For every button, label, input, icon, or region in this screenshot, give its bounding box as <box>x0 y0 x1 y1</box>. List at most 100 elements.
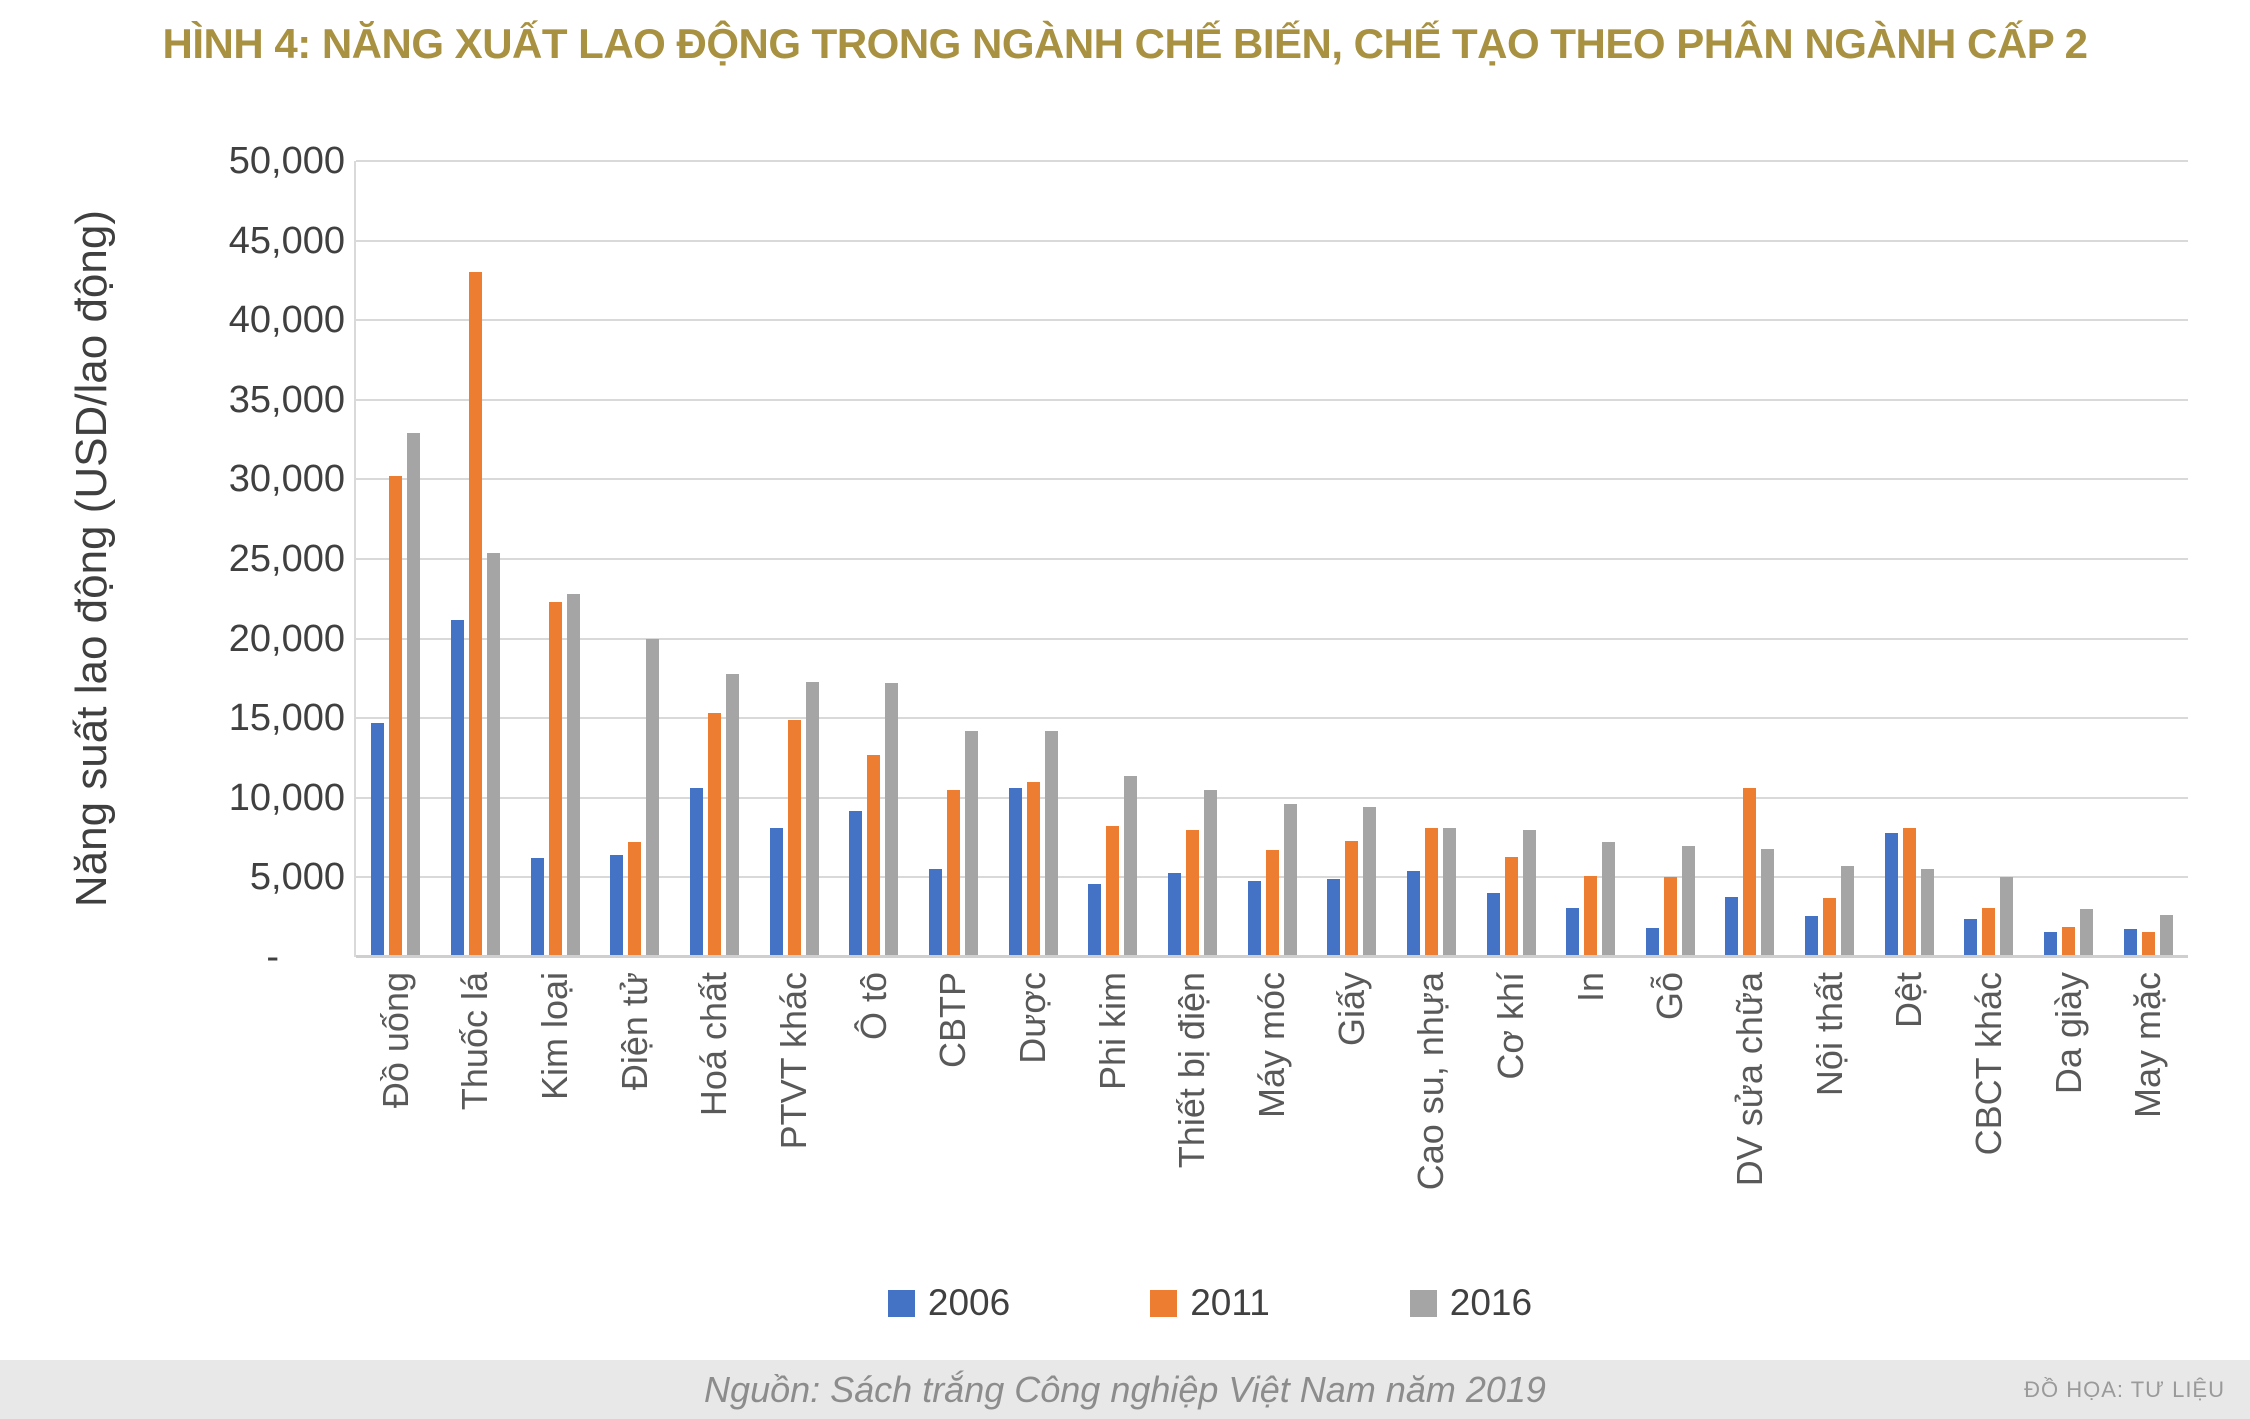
legend-swatch-2016 <box>1409 1289 1437 1317</box>
bar-2016-Kim loại <box>566 594 580 957</box>
bar-2011-Hoá chất <box>707 713 721 957</box>
bar-2016-Thuốc lá <box>486 552 500 957</box>
bar-group-14 <box>1392 161 1472 957</box>
y-axis-line <box>354 161 356 957</box>
bar-2006-Hoá chất <box>689 788 703 957</box>
x-label-cell-17: Gỗ <box>1631 972 1711 1282</box>
bar-group-4 <box>595 161 675 957</box>
y-tick-label-20000: 20,000 <box>228 617 345 660</box>
bar-2016-Cao su, nhựa <box>1442 828 1456 957</box>
y-tick-label-30000: 30,000 <box>228 458 345 501</box>
x-category-label: CBCT khác <box>1967 972 2009 1156</box>
bar-2016-Cơ khí <box>1522 829 1536 957</box>
bar-2006-DV sửa chữa <box>1725 896 1739 957</box>
bar-group-13 <box>1312 161 1392 957</box>
x-label-cell-13: Giấy <box>1312 972 1392 1282</box>
bar-group-19 <box>1790 161 1870 957</box>
bar-groups <box>356 161 2188 957</box>
bar-2011-Kim loại <box>548 601 562 957</box>
bar-2006-Cơ khí <box>1486 893 1500 957</box>
bar-2006-Cao su, nhựa <box>1406 871 1420 957</box>
x-label-cell-10: Phi kim <box>1073 972 1153 1282</box>
y-tick-label-35000: 35,000 <box>228 378 345 421</box>
x-label-cell-8: CBTP <box>914 972 994 1282</box>
x-category-label: Dệt <box>1888 972 1930 1029</box>
gridline-10000 <box>356 796 2188 799</box>
bar-2011-Phi kim <box>1106 826 1120 957</box>
bar-group-10 <box>1073 161 1153 957</box>
bar-2011-Dược <box>1026 781 1040 957</box>
x-label-cell-5: Hoá chất <box>675 972 755 1282</box>
bar-2016-Nội thất <box>1841 866 1855 957</box>
gridline-30000 <box>356 478 2188 481</box>
y-tick-label-0: - <box>266 936 279 978</box>
bar-2011-CBCT khác <box>1982 907 1996 957</box>
x-category-label: PTVT khác <box>773 972 815 1150</box>
x-label-cell-18: DV sửa chữa <box>1710 972 1790 1282</box>
gridline-35000 <box>356 398 2188 401</box>
x-label-cell-21: CBCT khác <box>1949 972 2029 1282</box>
gridline-50000 <box>356 160 2188 162</box>
x-category-label: Phi kim <box>1091 972 1133 1091</box>
bar-2006-Phi kim <box>1088 883 1102 957</box>
legend-item-2016: 2016 <box>1409 1282 1532 1324</box>
x-category-label: Hoá chất <box>693 972 735 1117</box>
y-tick-label-25000: 25,000 <box>228 538 345 580</box>
bar-group-6 <box>754 161 834 957</box>
bar-2011-DV sửa chữa <box>1743 788 1757 957</box>
bar-2006-Kim loại <box>530 857 544 957</box>
bar-2016-Da giày <box>2080 909 2094 957</box>
x-label-cell-7: Ô tô <box>834 972 914 1282</box>
legend-swatch-2006 <box>887 1289 915 1317</box>
bar-2016-Gỗ <box>1681 845 1695 957</box>
x-category-label: CBTP <box>932 972 974 1069</box>
legend-item-2006: 2006 <box>887 1282 1011 1324</box>
bar-2016-Đồ uống <box>407 433 421 957</box>
x-category-label: Giấy <box>1330 972 1372 1047</box>
x-category-label: In <box>1569 972 1611 1003</box>
bar-group-20 <box>1869 161 1949 957</box>
bar-2016-Giấy <box>1363 807 1377 957</box>
bar-group-12 <box>1232 161 1312 957</box>
bar-2011-Thiết bị điện <box>1185 829 1199 957</box>
bar-2016-PTVT khác <box>805 681 819 957</box>
graphics-credit-text: ĐỒ HỌA: TƯ LIỆU <box>2024 1377 2225 1402</box>
x-label-cell-16: In <box>1551 972 1631 1282</box>
bar-2016-Điện tử <box>646 638 660 957</box>
bar-2006-Thiết bị điện <box>1167 872 1181 957</box>
x-label-cell-4: Điện tử <box>595 972 675 1282</box>
bar-2006-PTVT khác <box>769 828 783 957</box>
x-label-cell-19: Nội thất <box>1790 972 1870 1282</box>
bar-group-9 <box>993 161 1073 957</box>
bar-2006-CBTP <box>928 869 942 957</box>
legend-label-2006: 2006 <box>927 1282 1011 1323</box>
bar-2006-Da giày <box>2044 931 2058 957</box>
x-label-cell-12: Máy móc <box>1232 972 1312 1282</box>
bar-group-22 <box>2029 161 2109 957</box>
bar-2011-Đồ uống <box>389 476 403 957</box>
bar-2011-Máy móc <box>1265 850 1279 957</box>
bar-group-7 <box>834 161 914 957</box>
bar-group-2 <box>436 161 516 957</box>
bar-2011-In <box>1584 875 1598 957</box>
bar-2006-Thuốc lá <box>450 619 464 957</box>
x-label-cell-1: Đồ uống <box>356 972 436 1282</box>
bar-2016-Máy móc <box>1283 804 1297 957</box>
bar-group-23 <box>2108 161 2188 957</box>
x-label-cell-22: Da giày <box>2029 972 2109 1282</box>
bar-2006-CBCT khác <box>1964 918 1978 957</box>
bar-2006-Dệt <box>1884 832 1898 957</box>
x-category-label: Dược <box>1012 972 1054 1064</box>
bar-2006-Giấy <box>1327 879 1341 957</box>
y-tick-label-15000: 15,000 <box>228 697 345 740</box>
legend-item-2011: 2011 <box>1150 1282 1270 1324</box>
x-category-label: Da giày <box>2047 972 2089 1095</box>
x-label-cell-14: Cao su, nhựa <box>1392 972 1472 1282</box>
y-tick-label-40000: 40,000 <box>228 299 345 342</box>
x-category-label: DV sửa chữa <box>1728 972 1770 1187</box>
bar-2011-Điện tử <box>628 842 642 957</box>
bar-group-18 <box>1710 161 1790 957</box>
bar-group-11 <box>1153 161 1233 957</box>
bar-2011-Nội thất <box>1823 898 1837 957</box>
x-category-label: May mặc <box>2127 972 2169 1119</box>
